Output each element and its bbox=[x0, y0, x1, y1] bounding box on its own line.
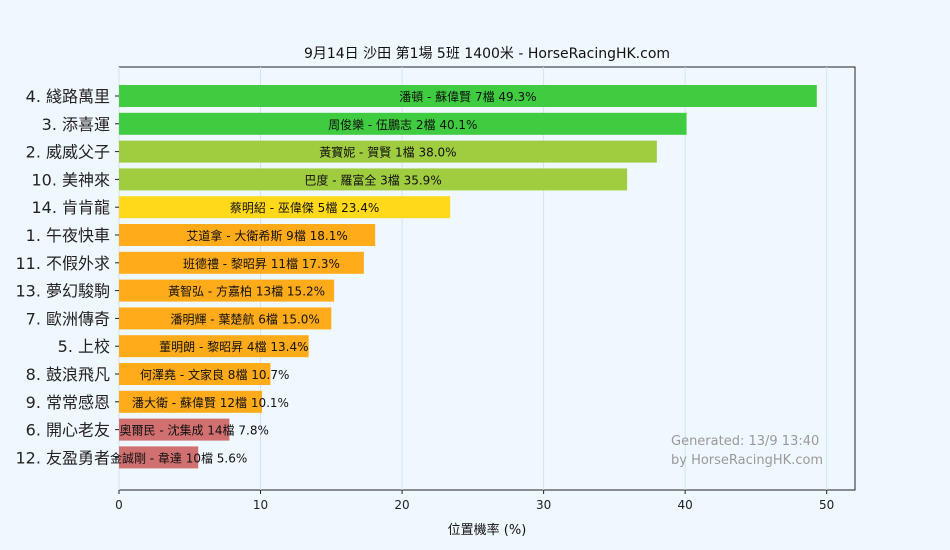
x-axis: 0 10 20 30 40 50 bbox=[115, 490, 834, 512]
y-category-label: 1. 午夜快車 bbox=[26, 226, 110, 245]
x-tick-label: 20 bbox=[394, 498, 409, 512]
y-category-label: 4. 綫路萬里 bbox=[26, 87, 110, 106]
watermark-line-1: Generated: 13/9 13:40 bbox=[671, 434, 819, 449]
y-category-label: 2. 威威父子 bbox=[26, 143, 110, 162]
bar bbox=[119, 224, 376, 246]
bar bbox=[119, 363, 271, 385]
bar-data-label: 何澤堯 - 文家良 8檔 10.7% bbox=[140, 367, 289, 382]
y-category-label: 7. 歐洲傳奇 bbox=[26, 309, 110, 328]
bar-data-label: 金誠剛 - 韋達 10檔 5.6% bbox=[110, 450, 247, 465]
bar bbox=[119, 390, 262, 413]
bar bbox=[119, 279, 335, 302]
x-tick-label: 10 bbox=[253, 498, 268, 512]
bar-data-label: 董明朗 - 黎昭昇 4檔 13.4% bbox=[159, 340, 308, 354]
y-category-label: 5. 上校 bbox=[58, 337, 110, 356]
x-tick-label: 40 bbox=[678, 498, 693, 512]
y-axis: 4. 綫路萬里 3. 添喜運 2. 威威父子 10. 美神來 14. 肯肯龍 1. 午夜快… bbox=[15, 87, 119, 467]
bar bbox=[119, 168, 628, 191]
watermark-line-2: by HorseRacingHK.com bbox=[671, 453, 823, 468]
bar-data-label: 潘明輝 - 葉楚航 6檔 15.0% bbox=[170, 311, 319, 326]
bar bbox=[119, 196, 451, 219]
bar-data-label: 奧爾民 - 沈集成 14檔 7.8% bbox=[120, 423, 269, 438]
y-category-label: 8. 鼓浪飛凡 bbox=[26, 365, 110, 384]
bars-group: 潘頓 - 蘇偉賢 7檔 49.3% 周俊樂 - 伍鵬志 2檔 40.1% 黃寶妮 -… bbox=[110, 85, 817, 469]
x-axis-label: 位置機率 (%) bbox=[448, 522, 527, 538]
bar bbox=[119, 418, 230, 441]
y-category-label: 11. 不假外求 bbox=[15, 254, 110, 273]
y-category-label: 9. 常常感恩 bbox=[26, 393, 110, 412]
bar-data-label: 周俊樂 - 伍鵬志 2檔 40.1% bbox=[328, 117, 477, 132]
y-category-label: 12. 友盈勇者 bbox=[15, 448, 110, 467]
bar bbox=[119, 307, 332, 330]
bar-data-label: 蔡明紹 - 巫偉傑 5檔 23.4% bbox=[230, 201, 379, 215]
y-category-label: 3. 添喜運 bbox=[42, 115, 110, 134]
plot-area bbox=[118, 66, 856, 491]
x-tick-label: 0 bbox=[115, 498, 123, 512]
bar-data-label: 巴度 - 羅富全 3檔 35.9% bbox=[304, 172, 441, 187]
bar-data-label: 艾道拿 - 大衛希斯 9檔 18.1% bbox=[186, 228, 347, 243]
bar bbox=[119, 112, 687, 135]
bar bbox=[119, 85, 817, 107]
x-tick-label: 50 bbox=[819, 498, 834, 512]
y-category-label: 10. 美神來 bbox=[31, 170, 110, 189]
y-category-label: 14. 肯肯龍 bbox=[31, 198, 110, 217]
bar-data-label: 黃寶妮 - 賀賢 1檔 38.0% bbox=[319, 145, 456, 160]
bar-data-label: 黃智弘 - 方嘉柏 13檔 15.2% bbox=[168, 284, 325, 299]
bar bbox=[119, 335, 309, 358]
x-tick-label: 30 bbox=[536, 498, 551, 512]
bar bbox=[119, 251, 364, 274]
bar-data-label: 班德禮 - 黎昭昇 11檔 17.3% bbox=[183, 256, 340, 271]
bar bbox=[119, 446, 199, 469]
y-category-label: 13. 夢幻駿駒 bbox=[15, 282, 110, 301]
chart-title: 9月14日 沙田 第1場 5班 1400米 - HorseRacingHK.co… bbox=[304, 45, 670, 62]
bar-data-label: 潘大衛 - 蘇偉賢 12檔 10.1% bbox=[132, 396, 289, 410]
bar bbox=[119, 140, 657, 163]
bar-data-label: 潘頓 - 蘇偉賢 7檔 49.3% bbox=[399, 90, 536, 104]
y-category-label: 6. 開心老友 bbox=[26, 421, 110, 440]
